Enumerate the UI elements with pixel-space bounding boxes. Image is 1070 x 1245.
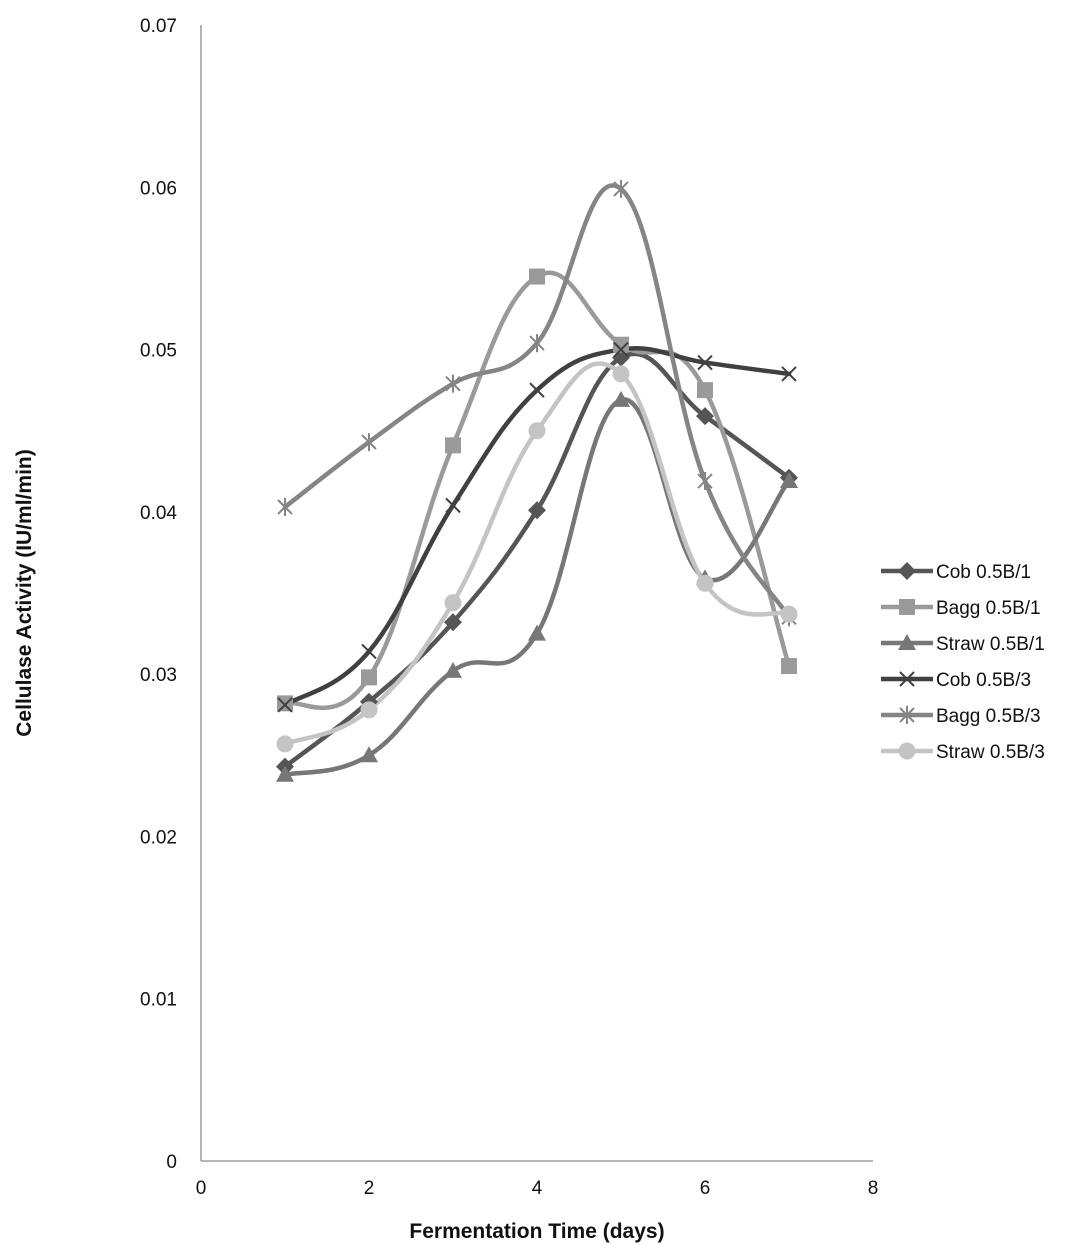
data-point (360, 701, 378, 719)
y-tick-label: 0 (166, 1152, 177, 1173)
data-point (444, 661, 462, 678)
data-point (276, 735, 294, 753)
data-point (780, 472, 798, 489)
data-point (697, 382, 713, 399)
data-point (613, 336, 629, 353)
series-line-4 (282, 346, 792, 708)
data-point (528, 624, 546, 641)
x-axis-title: Fermentation Time (days) (409, 1220, 664, 1243)
legend-label: Bagg 0.5B/1 (936, 598, 1041, 619)
data-point (361, 643, 377, 660)
series-markers (276, 179, 798, 782)
data-point (780, 605, 798, 623)
axes (200, 25, 873, 1162)
legend-marker (898, 562, 916, 580)
legend-marker (898, 634, 916, 650)
y-axis-title: Cellulase Activity (IU/ml/min) (13, 449, 36, 736)
legend-marker (898, 742, 916, 760)
data-point (529, 382, 545, 398)
data-point (276, 765, 294, 782)
data-point (781, 366, 797, 382)
x-tick-label: 8 (868, 1178, 879, 1199)
data-point (529, 268, 545, 285)
data-point (781, 658, 797, 675)
data-point (445, 497, 461, 514)
data-point (361, 669, 377, 686)
data-point (277, 695, 293, 712)
x-tick-label: 6 (700, 1178, 711, 1199)
data-point (360, 746, 378, 763)
y-tick-label: 0.03 (140, 665, 177, 686)
legend-marker (899, 671, 915, 687)
legend-label: Cob 0.5B/3 (936, 670, 1031, 691)
data-point (696, 574, 714, 592)
data-point (361, 433, 377, 452)
data-point (613, 179, 629, 198)
legend-label: Cob 0.5B/1 (936, 562, 1031, 583)
x-tick-label: 4 (532, 1178, 543, 1199)
data-point (696, 407, 714, 426)
y-tick-label: 0.07 (140, 16, 177, 37)
legend-marker (899, 599, 915, 615)
data-point (444, 613, 462, 632)
tick-labels: 0 2 4 6 8 0 0.01 0.02 0.03 0.04 0.05 0.06 0.07 (140, 16, 878, 1199)
data-point (445, 374, 461, 393)
series-line-5 (282, 183, 792, 620)
y-tick-label: 0.05 (140, 341, 177, 362)
data-point (444, 594, 462, 612)
x-tick-label: 2 (364, 1178, 375, 1199)
data-point (612, 390, 630, 407)
y-tick-label: 0.06 (140, 178, 177, 199)
legend-label: Bagg 0.5B/3 (936, 706, 1041, 727)
legend-marker (899, 706, 915, 724)
data-point (697, 354, 713, 371)
data-point (528, 501, 546, 520)
legend-label: Straw 0.5B/1 (936, 634, 1045, 655)
data-point (697, 472, 713, 491)
y-tick-label: 0.01 (140, 990, 177, 1011)
y-tick-label: 0.02 (140, 827, 177, 848)
data-point (445, 437, 461, 454)
data-point (612, 365, 630, 383)
legend: Cob 0.5B/1 Bagg 0.5B/1 Straw 0.5B/1 Cob 0.5… (881, 562, 1045, 763)
data-point (277, 497, 293, 516)
data-point (528, 422, 546, 440)
data-point (613, 341, 629, 358)
data-point (277, 697, 293, 713)
x-tick-label: 0 (196, 1178, 207, 1199)
data-point (529, 334, 545, 353)
legend-label: Straw 0.5B/3 (936, 742, 1045, 763)
y-tick-label: 0.04 (140, 503, 177, 524)
